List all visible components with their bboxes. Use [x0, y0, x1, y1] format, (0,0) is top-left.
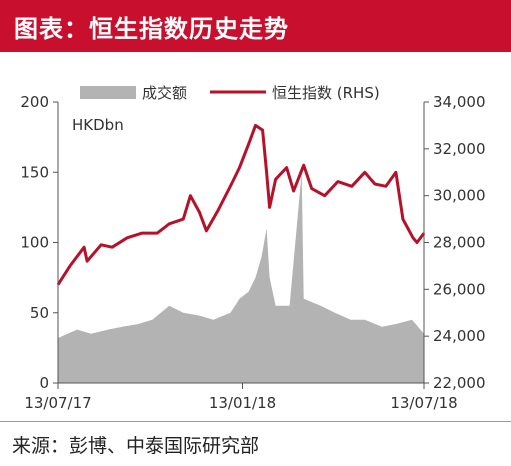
x-tick-label: 13/01/18	[209, 394, 276, 412]
x-tick-label: 13/07/17	[24, 394, 91, 412]
hsi-chart: 0 50 100 150 200 22,000 24,000 26,000 28,000 30,0…	[20, 84, 486, 412]
chart-title: 图表：恒生指数历史走势	[14, 15, 289, 43]
right-tick-label: 30,000	[433, 187, 486, 205]
hsi-line	[56, 123, 426, 286]
footer-divider	[0, 421, 511, 422]
source-note: 来源：彭博、中泰国际研究部	[12, 435, 260, 457]
right-tick-label: 26,000	[433, 280, 486, 298]
right-tick-label: 22,000	[433, 374, 486, 392]
right-tick-label: 28,000	[433, 234, 486, 252]
left-tick-label: 200	[20, 93, 49, 111]
right-tick-label: 32,000	[433, 140, 486, 158]
right-tick-label: 34,000	[433, 93, 486, 111]
x-tick-label: 13/07/18	[390, 394, 457, 412]
left-tick-label: 50	[30, 304, 49, 322]
unit-label: HKDbn	[72, 116, 124, 134]
turnover-area	[58, 172, 424, 383]
left-tick-label: 0	[39, 374, 49, 392]
legend-label-hsi: 恒生指数 (RHS)	[272, 84, 380, 102]
right-tick-label: 24,000	[433, 327, 486, 345]
left-tick-label: 150	[20, 163, 49, 181]
legend-swatch-turnover	[80, 86, 136, 99]
legend-label-turnover: 成交额	[142, 84, 187, 102]
left-tick-label: 100	[20, 234, 49, 252]
title-bar: 图表：恒生指数历史走势	[0, 0, 511, 52]
